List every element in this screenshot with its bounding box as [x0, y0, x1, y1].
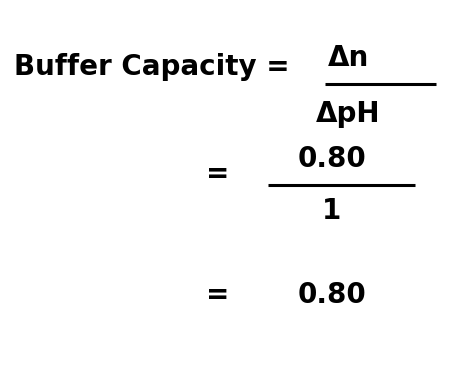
Text: 1: 1: [322, 197, 341, 225]
Text: =: =: [206, 282, 230, 309]
Text: Buffer Capacity =: Buffer Capacity =: [14, 53, 300, 81]
Text: ΔpH: ΔpH: [316, 100, 381, 128]
Text: =: =: [206, 160, 230, 188]
Text: Δn: Δn: [328, 44, 369, 72]
Text: 0.80: 0.80: [297, 282, 366, 309]
Text: 0.80: 0.80: [297, 145, 366, 173]
